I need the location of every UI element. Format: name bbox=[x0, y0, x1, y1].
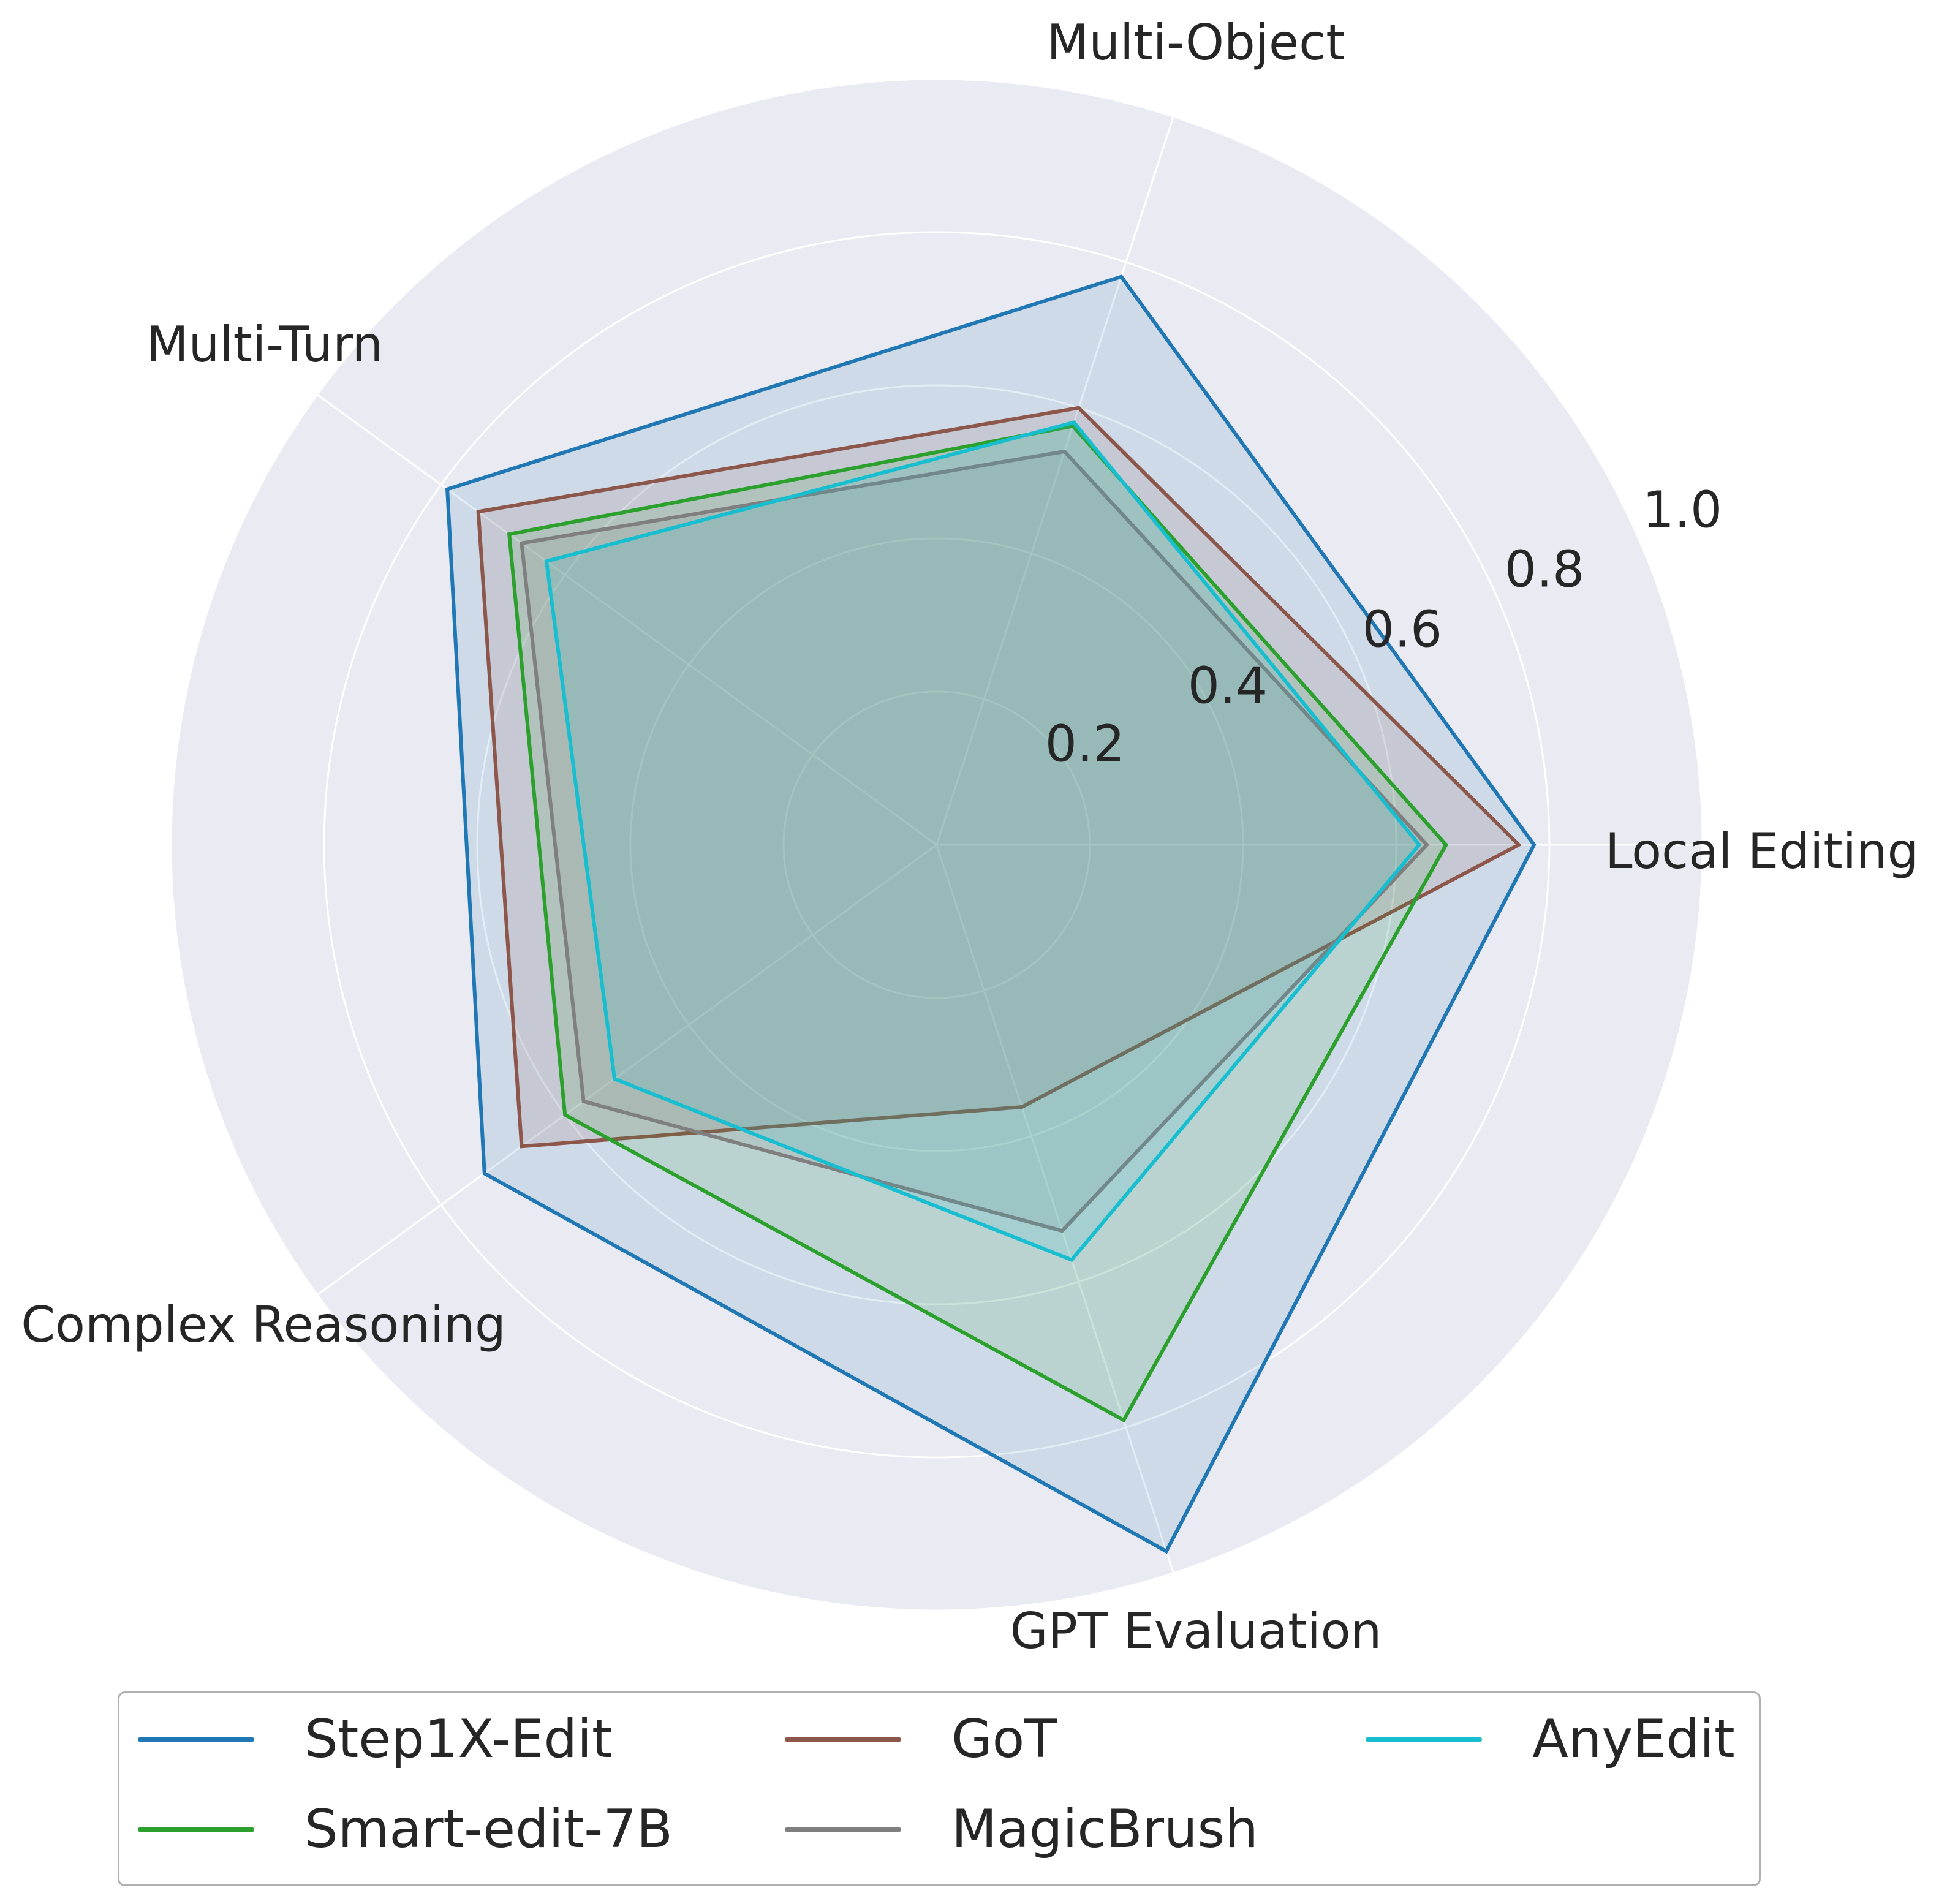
legend-item-anyedit: AnyEdit bbox=[1366, 1709, 1735, 1770]
axis-label-local-editing: Local Editing bbox=[1605, 823, 1918, 880]
axis-label-multi-object: Multi-Object bbox=[1046, 14, 1345, 71]
series-area-magicbrush bbox=[521, 451, 1427, 1231]
tick-label-1-0: 1.0 bbox=[1642, 481, 1722, 539]
legend-label: MagicBrush bbox=[951, 1799, 1258, 1860]
legend-item-got: GoT bbox=[785, 1709, 1057, 1770]
legend-label: GoT bbox=[951, 1709, 1057, 1770]
series-area-smart-edit-7b bbox=[509, 426, 1446, 1421]
axis-label-gpt-evaluation: GPT Evaluation bbox=[1010, 1603, 1382, 1660]
legend-swatch bbox=[785, 1737, 901, 1742]
tick-label-0-8: 0.8 bbox=[1505, 540, 1584, 599]
legend-label: Step1X-Edit bbox=[304, 1709, 613, 1770]
series-area-anyedit bbox=[546, 422, 1419, 1260]
legend-label: AnyEdit bbox=[1532, 1709, 1735, 1770]
legend-swatch bbox=[138, 1827, 254, 1832]
legend-item-magicbrush: MagicBrush bbox=[785, 1799, 1258, 1860]
tick-label-0-6: 0.6 bbox=[1363, 600, 1442, 659]
legend-swatch bbox=[1366, 1737, 1482, 1742]
radar-grid bbox=[170, 78, 1704, 1612]
series-line-step1x-edit bbox=[445, 274, 1537, 1554]
grid-spoke bbox=[936, 116, 1174, 845]
axis-label-complex-reasoning: Complex Reasoning bbox=[21, 1296, 506, 1353]
grid-spoke bbox=[316, 394, 937, 846]
grid-spoke bbox=[316, 844, 937, 1296]
legend-item-smart-edit-7b: Smart-edit-7B bbox=[138, 1799, 673, 1860]
radar-series bbox=[445, 274, 1537, 1554]
series-area-got bbox=[478, 407, 1519, 1147]
legend: Step1X-Edit GoT AnyEdit Smart-edit-7B Ma… bbox=[118, 1691, 1761, 1886]
series-line-got bbox=[476, 406, 1522, 1149]
series-line-anyedit bbox=[544, 420, 1422, 1263]
legend-swatch bbox=[785, 1827, 901, 1832]
legend-swatch bbox=[138, 1737, 254, 1742]
axis-label-multi-turn: Multi-Turn bbox=[146, 316, 384, 373]
grid-spoke bbox=[936, 844, 1174, 1574]
series-line-magicbrush bbox=[520, 449, 1430, 1233]
series-area-step1x-edit bbox=[447, 276, 1534, 1552]
tick-label-0-4: 0.4 bbox=[1188, 657, 1268, 715]
legend-label: Smart-edit-7B bbox=[304, 1799, 673, 1860]
legend-item-step1x-edit: Step1X-Edit bbox=[138, 1709, 613, 1770]
tick-label-0-2: 0.2 bbox=[1045, 715, 1125, 773]
